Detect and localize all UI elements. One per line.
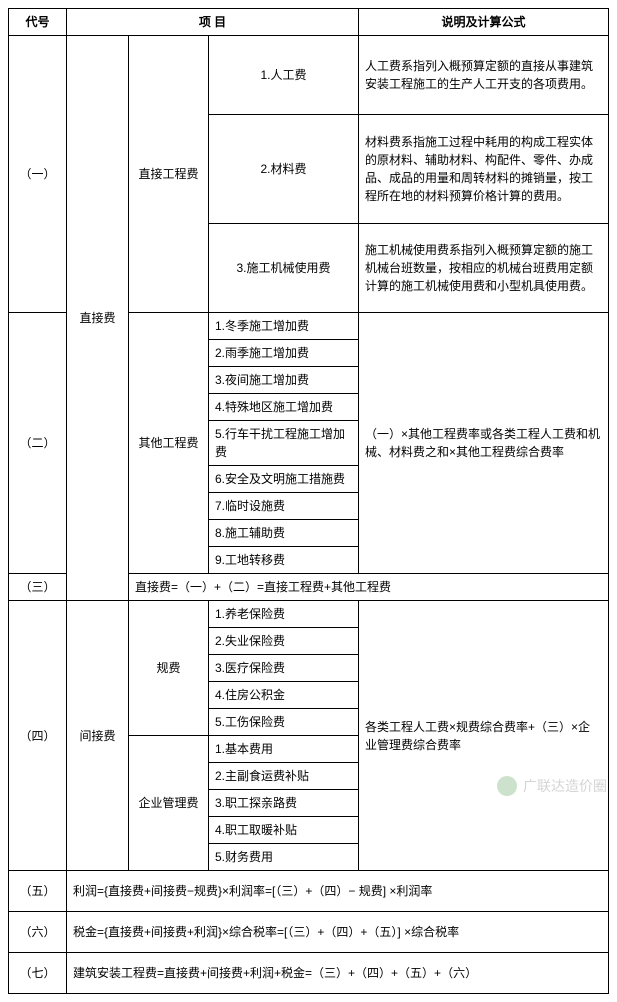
table-row: （六） 税金={直接费+间接费+利润}×综合税率=[（三）+（四）+（五）] ×… bbox=[9, 912, 609, 953]
item-rain: 2.雨季施工增加费 bbox=[209, 340, 359, 367]
header-code: 代号 bbox=[9, 9, 67, 36]
item-housing: 4.住房公积金 bbox=[209, 682, 359, 709]
lvl2-mgmt: 企业管理费 bbox=[129, 736, 209, 871]
item-food: 2.主副食运费补贴 bbox=[209, 763, 359, 790]
code-4: （四） bbox=[9, 601, 67, 871]
item-safety: 6.安全及文明施工措施费 bbox=[209, 466, 359, 493]
code-3: （三） bbox=[9, 574, 67, 601]
header-project: 项 目 bbox=[67, 9, 359, 36]
item-winter: 1.冬季施工增加费 bbox=[209, 313, 359, 340]
item-machine-fee: 3.施工机械使用费 bbox=[209, 224, 359, 313]
item-traffic: 5.行车干扰工程施工增加费 bbox=[209, 421, 359, 466]
item-assist: 8.施工辅助费 bbox=[209, 520, 359, 547]
header-row: 代号 项 目 说明及计算公式 bbox=[9, 9, 609, 36]
item-temp: 7.临时设施费 bbox=[209, 493, 359, 520]
code-5: （五） bbox=[9, 871, 67, 912]
formula-7: 建筑安装工程费=直接费+间接费+利润+税金=（三）+（四）+（五）+（六） bbox=[67, 953, 609, 994]
lvl2-other-fee: 其他工程费 bbox=[129, 313, 209, 574]
item-special: 4.特殊地区施工增加费 bbox=[209, 394, 359, 421]
item-injury: 5.工伤保险费 bbox=[209, 709, 359, 736]
watermark-logo-icon bbox=[497, 776, 517, 796]
desc-labor-fee: 人工费系指列入概预算定额的直接从事建筑安装工程施工的生产人工开支的各项费用。 bbox=[359, 36, 609, 115]
code-6: （六） bbox=[9, 912, 67, 953]
item-pension: 1.养老保险费 bbox=[209, 601, 359, 628]
formula-3: 直接费=（一）+（二）=直接工程费+其他工程费 bbox=[129, 574, 609, 601]
desc-other-fee: （一）×其他工程费率或各类工程人工费和机械、材料费之和×其他工程费综合费率 bbox=[359, 313, 609, 574]
table-row: （五） 利润={直接费+间接费−规费}×利润率=[（三）+（四）− 规费] ×利… bbox=[9, 871, 609, 912]
formula-6: 税金={直接费+间接费+利润}×综合税率=[（三）+（四）+（五）] ×综合税率 bbox=[67, 912, 609, 953]
cost-table: 代号 项 目 说明及计算公式 （一） 直接费 直接工程费 1.人工费 人工费系指… bbox=[8, 8, 609, 994]
table-row: （七） 建筑安装工程费=直接费+间接费+利润+税金=（三）+（四）+（五）+（六… bbox=[9, 953, 609, 994]
item-move: 9.工地转移费 bbox=[209, 547, 359, 574]
item-visit: 3.职工探亲路费 bbox=[209, 790, 359, 817]
lvl1-indirect-fee: 间接费 bbox=[67, 601, 129, 871]
code-2: （二） bbox=[9, 313, 67, 574]
lvl2-direct-project-fee: 直接工程费 bbox=[129, 36, 209, 313]
item-labor-fee: 1.人工费 bbox=[209, 36, 359, 115]
table-row: （四） 间接费 规费 1.养老保险费 各类工程人工费×规费综合费率+（三）×企业… bbox=[9, 601, 609, 628]
desc-material-fee: 材料费系指施工过程中耗用的构成工程实体的原材料、辅助材料、构配件、零件、办成品、… bbox=[359, 115, 609, 224]
item-medical: 3.医疗保险费 bbox=[209, 655, 359, 682]
code-7: （七） bbox=[9, 953, 67, 994]
formula-5: 利润={直接费+间接费−规费}×利润率=[（三）+（四）− 规费] ×利润率 bbox=[67, 871, 609, 912]
item-heat: 4.职工取暖补贴 bbox=[209, 817, 359, 844]
lvl1-direct-fee: 直接费 bbox=[67, 36, 129, 601]
item-finance: 5.财务费用 bbox=[209, 844, 359, 871]
watermark: 广联达造价圈 bbox=[497, 776, 607, 796]
item-material-fee: 2.材料费 bbox=[209, 115, 359, 224]
lvl2-guifei: 规费 bbox=[129, 601, 209, 736]
desc-machine-fee: 施工机械使用费系指列入概预算定额的施工机械台班数量，按相应的机械台班费用定额计算… bbox=[359, 224, 609, 313]
desc-indirect: 各类工程人工费×规费综合费率+（三）×企业管理费综合费率 bbox=[359, 601, 609, 871]
header-desc: 说明及计算公式 bbox=[359, 9, 609, 36]
item-unemploy: 2.失业保险费 bbox=[209, 628, 359, 655]
item-basic: 1.基本费用 bbox=[209, 736, 359, 763]
item-night: 3.夜间施工增加费 bbox=[209, 367, 359, 394]
watermark-text: 广联达造价圈 bbox=[523, 776, 607, 796]
table-row: （一） 直接费 直接工程费 1.人工费 人工费系指列入概预算定额的直接从事建筑安… bbox=[9, 36, 609, 115]
code-1: （一） bbox=[9, 36, 67, 313]
